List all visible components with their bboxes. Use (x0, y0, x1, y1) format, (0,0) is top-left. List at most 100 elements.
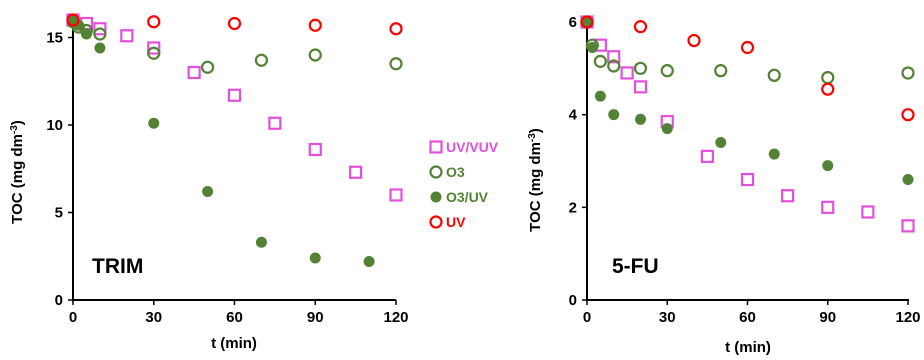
point-uv (633, 20, 648, 34)
x-tick-label: 60 (739, 309, 756, 326)
point-o3 (200, 60, 215, 74)
y-axis-title: TOC (mg dm-3) (9, 120, 27, 224)
point-uv-vuv (120, 29, 134, 43)
point-o3-uv (822, 160, 834, 172)
point-uv-vuv (901, 219, 915, 233)
x-tick-label: 30 (145, 309, 162, 326)
legend-label-uv: UV (446, 214, 466, 230)
y-tick-label: 10 (46, 117, 63, 134)
point-o3-uv (768, 148, 780, 160)
point-uv-vuv (227, 88, 242, 102)
legend-item-o3: O3 (429, 164, 465, 180)
point-o3-uv (581, 16, 593, 28)
y-axis-title: TOC (mg dm-3) (527, 128, 545, 232)
panel-label-trim: TRIM (92, 255, 143, 278)
point-o3-uv (715, 136, 727, 148)
point-o3-uv (586, 41, 598, 53)
y-tick-label: 4 (569, 107, 578, 124)
point-o3-uv (608, 109, 620, 121)
point-uv (147, 15, 161, 29)
point-o3-uv (661, 123, 673, 135)
y-tick-label: 6 (569, 14, 577, 31)
legend-marker-uv-vuv (429, 140, 443, 154)
x-tick-label: 0 (69, 309, 77, 326)
point-o3 (821, 70, 835, 85)
series-o3-uv (67, 16, 375, 267)
data-marks (66, 13, 403, 267)
x-tick-label: 30 (659, 309, 676, 326)
point-o3-uv (94, 42, 106, 54)
legend-marker-o3-uv (430, 191, 442, 203)
point-uv (308, 18, 322, 32)
y-tick-label: 0 (569, 292, 577, 309)
x-tick-label: 90 (819, 309, 836, 326)
point-o3-uv (80, 28, 92, 40)
y-tick-label: 0 (55, 292, 63, 309)
x-axis-title: t (min) (211, 335, 257, 352)
point-uv-vuv (821, 200, 835, 214)
point-o3-uv (255, 236, 267, 248)
data-marks (580, 15, 915, 233)
x-axis-title: t (min) (725, 339, 771, 356)
legend-item-uv-vuv: UV/VUV (429, 139, 499, 155)
trim-panel: TRIM t (min) TOC (mg dm-3) 0 30 60 90 120 0 5 1… (9, 13, 409, 352)
series-uv (66, 13, 403, 36)
legend-marker-uv (429, 215, 443, 229)
point-o3 (93, 27, 107, 41)
x-tick-label: 60 (226, 309, 243, 326)
legend-label-uv-vuv: UV/VUV (446, 139, 499, 155)
point-o3-uv (902, 174, 914, 186)
x-tick-label: 120 (895, 309, 920, 326)
point-uv (687, 33, 701, 48)
point-uv-vuv (268, 116, 282, 130)
point-uv (389, 22, 403, 36)
point-o3-uv (363, 256, 375, 267)
point-uv-vuv (861, 205, 875, 219)
tick-group: 0 30 60 90 120 0 5 10 15 (46, 30, 408, 327)
series-uv-vuv (66, 13, 403, 202)
point-uv (580, 15, 594, 29)
point-o3-uv (594, 90, 606, 102)
point-uv-vuv (740, 172, 755, 187)
panel-label-5fu: 5-FU (612, 255, 659, 278)
legend-item-o3-uv: O3/UV (430, 189, 489, 205)
point-o3-uv (202, 186, 214, 197)
legend: UV/VUV O3 O3/UV UV (429, 139, 499, 230)
point-o3-uv (72, 19, 84, 31)
point-uv (227, 16, 242, 31)
point-uv-vuv (147, 41, 161, 55)
legend-label-o3: O3 (446, 164, 465, 180)
point-uv (821, 82, 835, 96)
x-tick-label: 90 (307, 309, 324, 326)
point-o3 (901, 66, 915, 80)
x-tick-label: 0 (583, 309, 591, 326)
y-tick-label: 5 (55, 205, 63, 222)
point-o3-uv (309, 252, 321, 264)
point-o3 (714, 64, 728, 78)
legend-item-uv: UV (429, 214, 466, 230)
point-uv-vuv (700, 149, 714, 163)
series-uv (580, 15, 915, 122)
5fu-panel: 5-FU t (min) TOC (mg dm-3) 0 30 60 90 120 0 2 4… (527, 14, 921, 356)
series-o3-uv (581, 16, 914, 186)
point-o3-uv (635, 113, 646, 125)
series-o3 (66, 15, 403, 74)
point-uv-vuv (389, 188, 403, 202)
point-o3 (254, 53, 269, 67)
point-uv (66, 13, 80, 27)
point-o3 (389, 57, 403, 71)
y-tick-label: 2 (569, 199, 577, 216)
point-o3 (660, 64, 674, 78)
legend-label-o3-uv: O3/UV (446, 189, 489, 205)
point-uv-vuv (308, 142, 322, 157)
series-o3 (580, 15, 915, 85)
series-uv-vuv (580, 15, 915, 233)
point-o3 (593, 54, 607, 68)
point-uv-vuv (781, 189, 795, 203)
point-uv-vuv (93, 22, 107, 36)
point-uv-vuv (620, 66, 634, 80)
point-o3 (767, 68, 781, 82)
point-o3 (633, 61, 648, 75)
point-uv-vuv (607, 50, 621, 64)
